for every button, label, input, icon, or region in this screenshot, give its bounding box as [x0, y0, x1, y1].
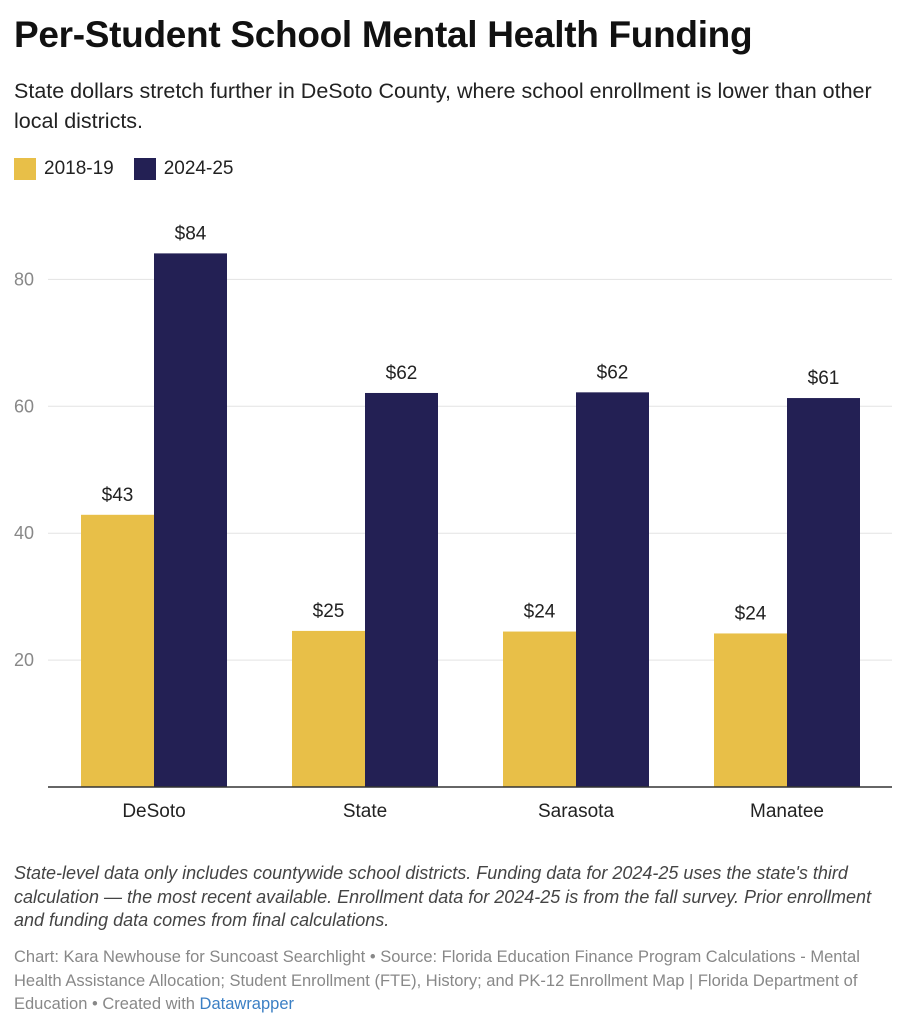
category-label-desoto: DeSoto [122, 801, 185, 822]
value-label-sarasota-2018-19: $24 [524, 602, 556, 623]
y-tick-label-80: 80 [14, 269, 34, 289]
chart-title: Per-Student School Mental Health Funding [14, 14, 753, 55]
y-tick-label-20: 20 [14, 650, 34, 670]
value-label-manatee-2018-19: $24 [735, 603, 767, 624]
value-label-manatee-2024-25: $61 [808, 368, 840, 389]
bar-manatee-2018-19 [714, 633, 787, 787]
x-axis-categories: DeSoto State Sarasota Manatee [122, 801, 824, 822]
legend-swatch-2018-19 [14, 158, 36, 180]
category-label-sarasota: Sarasota [538, 801, 614, 822]
bar-sarasota-2018-19 [503, 631, 576, 787]
legend-item-2018-19: 2018-19 [14, 158, 114, 180]
bar-sarasota-2024-25 [576, 392, 649, 787]
y-axis-ticks: 20 40 60 80 [14, 269, 34, 670]
value-label-state-2024-25: $62 [386, 363, 418, 384]
bar-desoto-2018-19 [81, 514, 154, 787]
value-label-state-2018-19: $25 [313, 601, 345, 622]
legend-item-2024-25: 2024-25 [133, 158, 234, 180]
chart-credits: Chart: Kara Newhouse for Suncoast Search… [14, 946, 894, 1017]
category-label-state: State [343, 801, 387, 822]
chart-subtitle: State dollars stretch further in DeSoto … [14, 79, 872, 133]
value-labels: $43 $84 $25 $62 $24 $62 $24 $61 [102, 223, 840, 624]
y-tick-label-60: 60 [14, 396, 34, 416]
credits-text: Chart: Kara Newhouse for Suncoast Search… [14, 948, 860, 1013]
y-tick-label-40: 40 [14, 523, 34, 543]
bars [81, 253, 860, 787]
value-label-sarasota-2024-25: $62 [597, 362, 629, 383]
value-label-desoto-2024-25: $84 [175, 223, 207, 244]
legend: 2018-19 2024-25 [14, 158, 253, 180]
legend-label-2018-19: 2018-19 [44, 158, 114, 179]
bar-state-2018-19 [292, 630, 365, 787]
legend-swatch-2024-25 [133, 158, 156, 180]
category-label-manatee: Manatee [750, 801, 824, 822]
datawrapper-link[interactable]: Datawrapper [199, 995, 295, 1013]
bar-chart: 20 40 60 80 $43 $84 $25 $62 $24 $62 $24 $61 DeSoto… [14, 223, 892, 822]
chart-notes: State-level data only includes countywid… [14, 863, 872, 930]
bar-state-2024-25 [365, 392, 438, 787]
bar-manatee-2024-25 [787, 398, 860, 787]
bar-desoto-2024-25 [154, 253, 227, 787]
value-label-desoto-2018-19: $43 [102, 485, 134, 506]
legend-label-2024-25: 2024-25 [163, 158, 234, 179]
